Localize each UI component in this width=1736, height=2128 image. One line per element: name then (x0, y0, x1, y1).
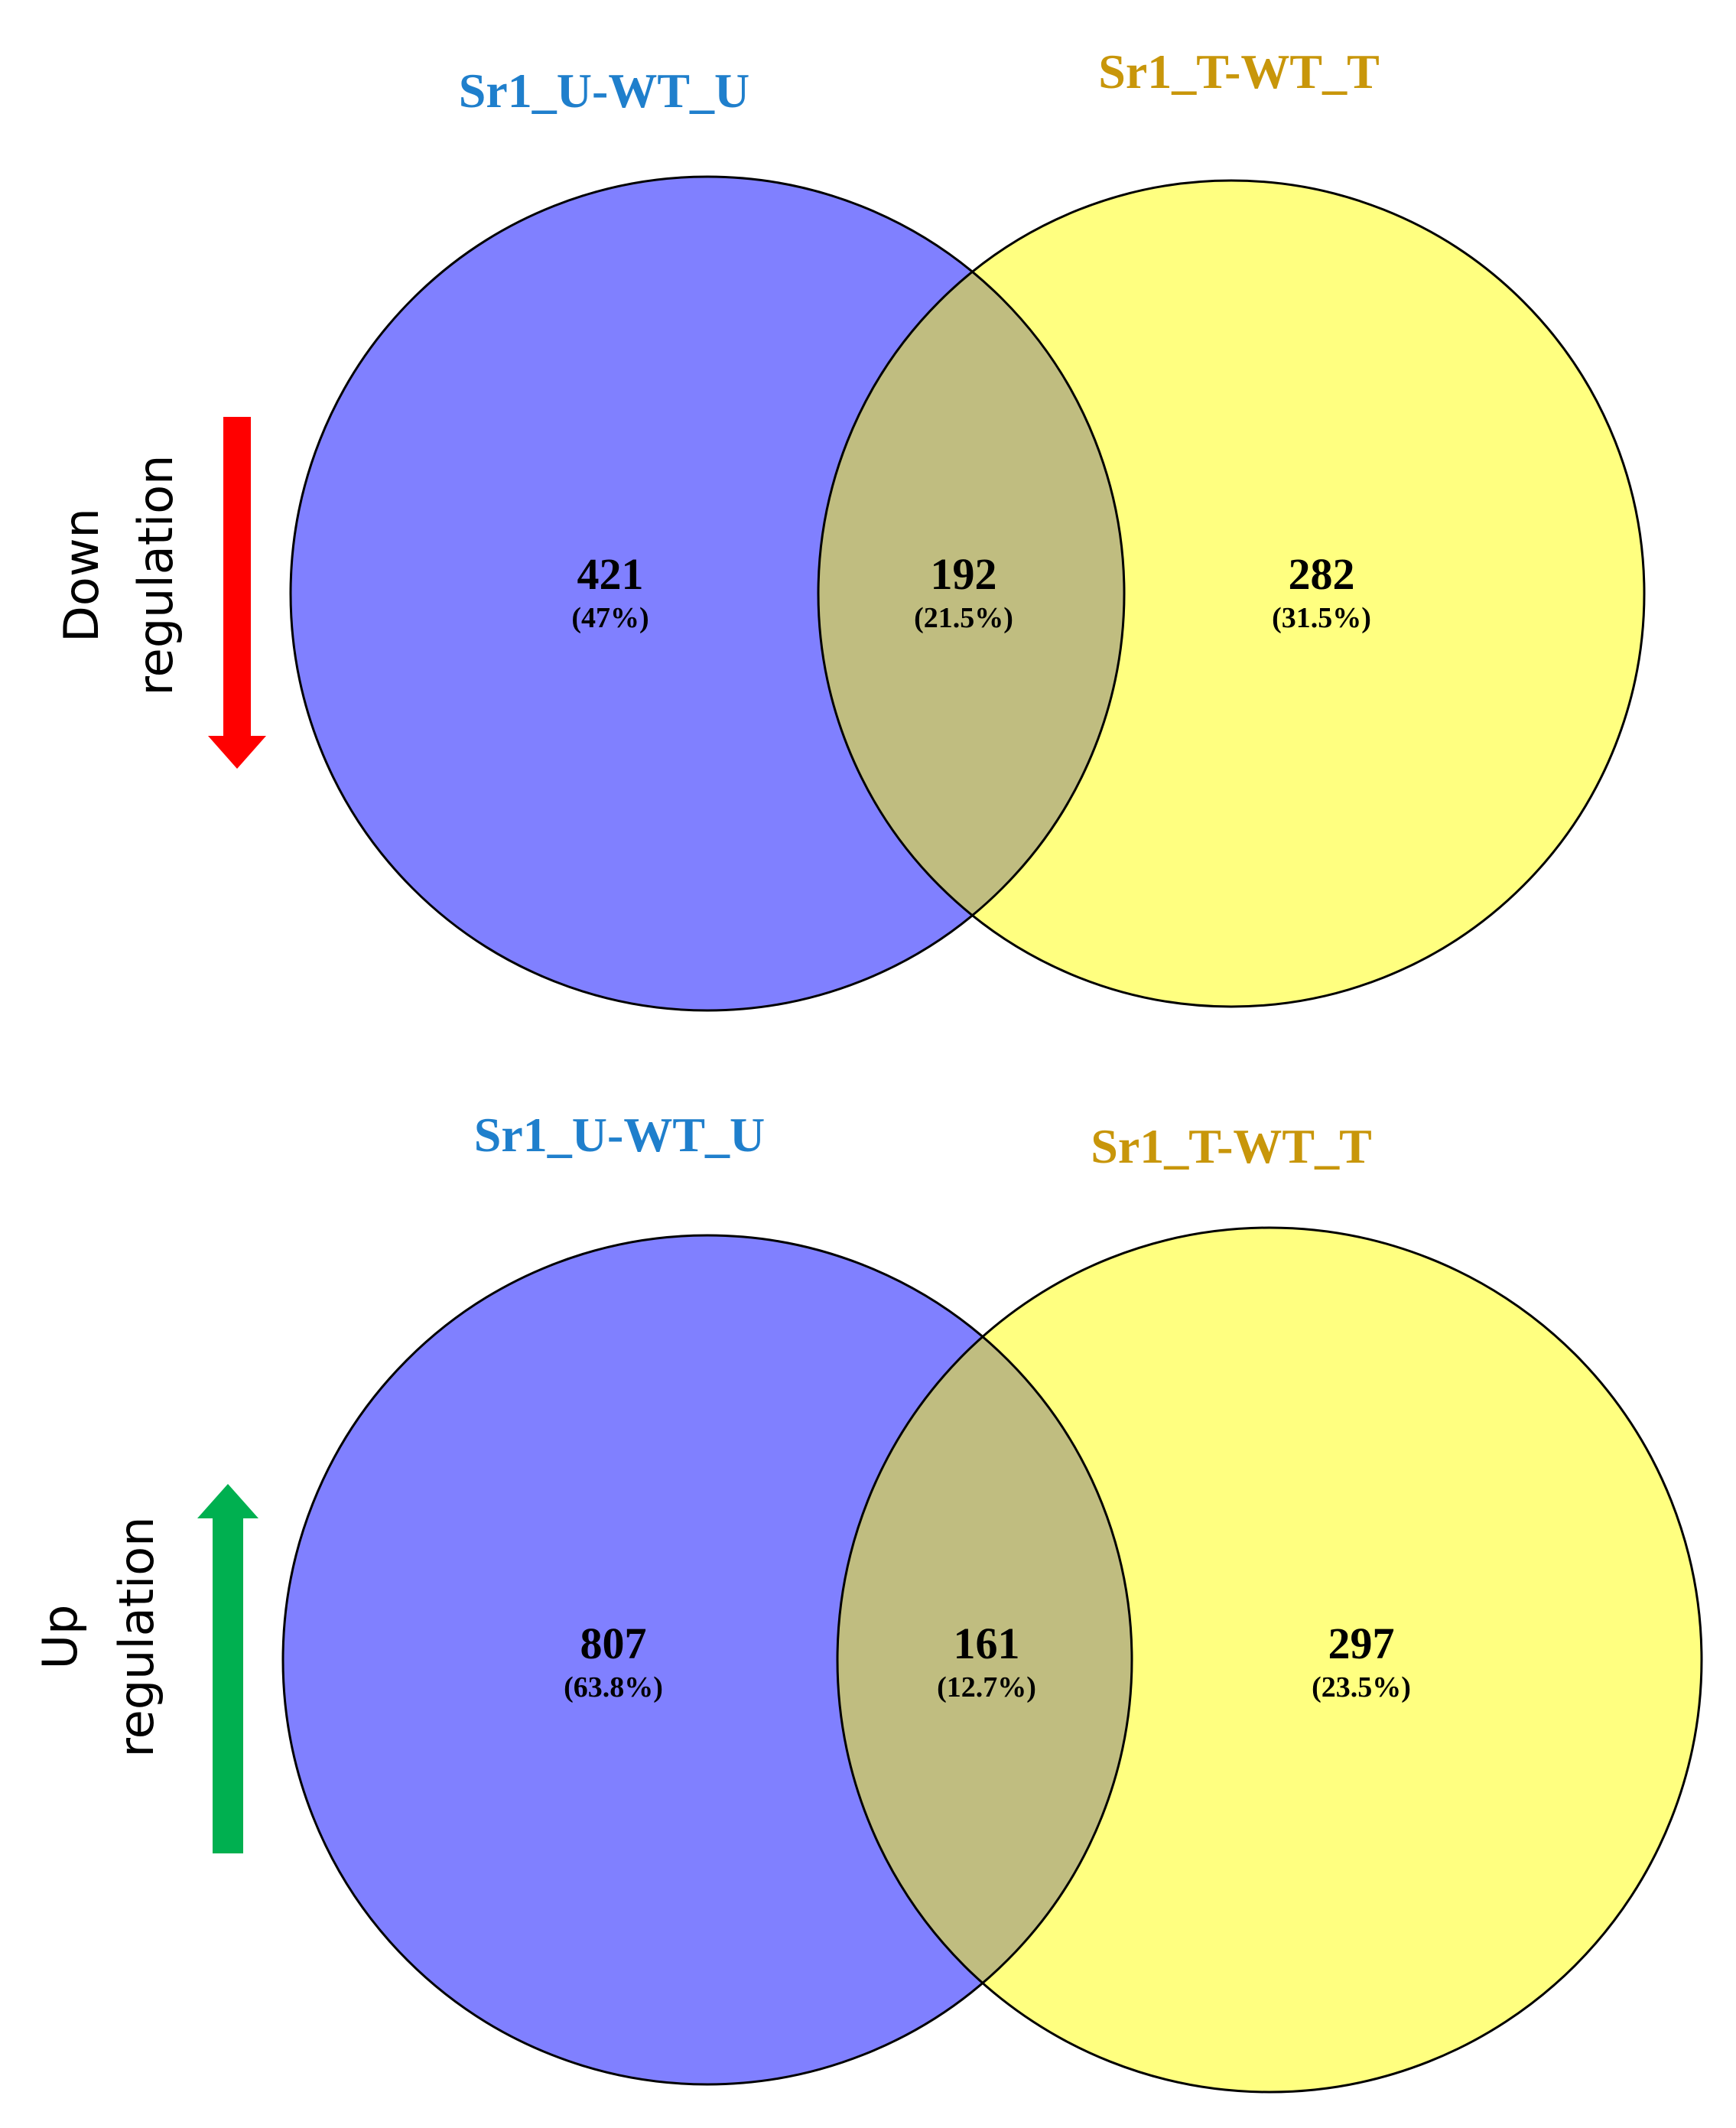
set-b-only-count: 297 (1328, 1619, 1395, 1668)
set-a-title: Sr1_U-WT_U (474, 1108, 765, 1162)
set-a-title: Sr1_U-WT_U (459, 63, 749, 118)
down-arrow-icon (208, 417, 266, 769)
overlap-percent: (21.5%) (914, 602, 1013, 634)
overlap-count: 192 (931, 549, 997, 599)
overlap-region (837, 1235, 1132, 2084)
overlap-percent: (12.7%) (937, 1671, 1036, 1703)
overlap-count: 161 (954, 1619, 1020, 1668)
set-a-only-count: 421 (577, 549, 644, 599)
set-b-title: Sr1_T-WT_T (1098, 44, 1380, 99)
regulation-label-line1: Down (54, 508, 109, 643)
set-b-outline (836, 1226, 1703, 2094)
up-arrow-icon (197, 1484, 258, 1853)
set-b-outline (817, 179, 1646, 1008)
set-a-outline (281, 1234, 1133, 2086)
set-a-only-percent: (47%) (571, 602, 649, 634)
regulation-label-line1: Up (32, 1605, 88, 1670)
set-b-title: Sr1_T-WT_T (1091, 1119, 1372, 1173)
regulation-label-line2: regulation (128, 455, 184, 696)
regulation-label-line2: regulation (109, 1517, 164, 1758)
venn-panel-up: Sr1_U-WT_U Sr1_T-WT_T 807 (63.8%) 161 (1… (32, 1108, 1703, 2094)
set-a-outline (289, 175, 1126, 1012)
overlap-region (818, 181, 1124, 1007)
set-b-only-count: 282 (1289, 549, 1355, 599)
set-a-only-percent: (63.8%) (564, 1671, 663, 1703)
venn-panel-down: Sr1_U-WT_U Sr1_T-WT_T 421 (47%) 192 (21.… (54, 44, 1646, 1012)
set-a-only-count: 807 (580, 1619, 647, 1668)
set-b-only-percent: (23.5%) (1312, 1671, 1411, 1703)
set-b-only-percent: (31.5%) (1272, 602, 1371, 634)
